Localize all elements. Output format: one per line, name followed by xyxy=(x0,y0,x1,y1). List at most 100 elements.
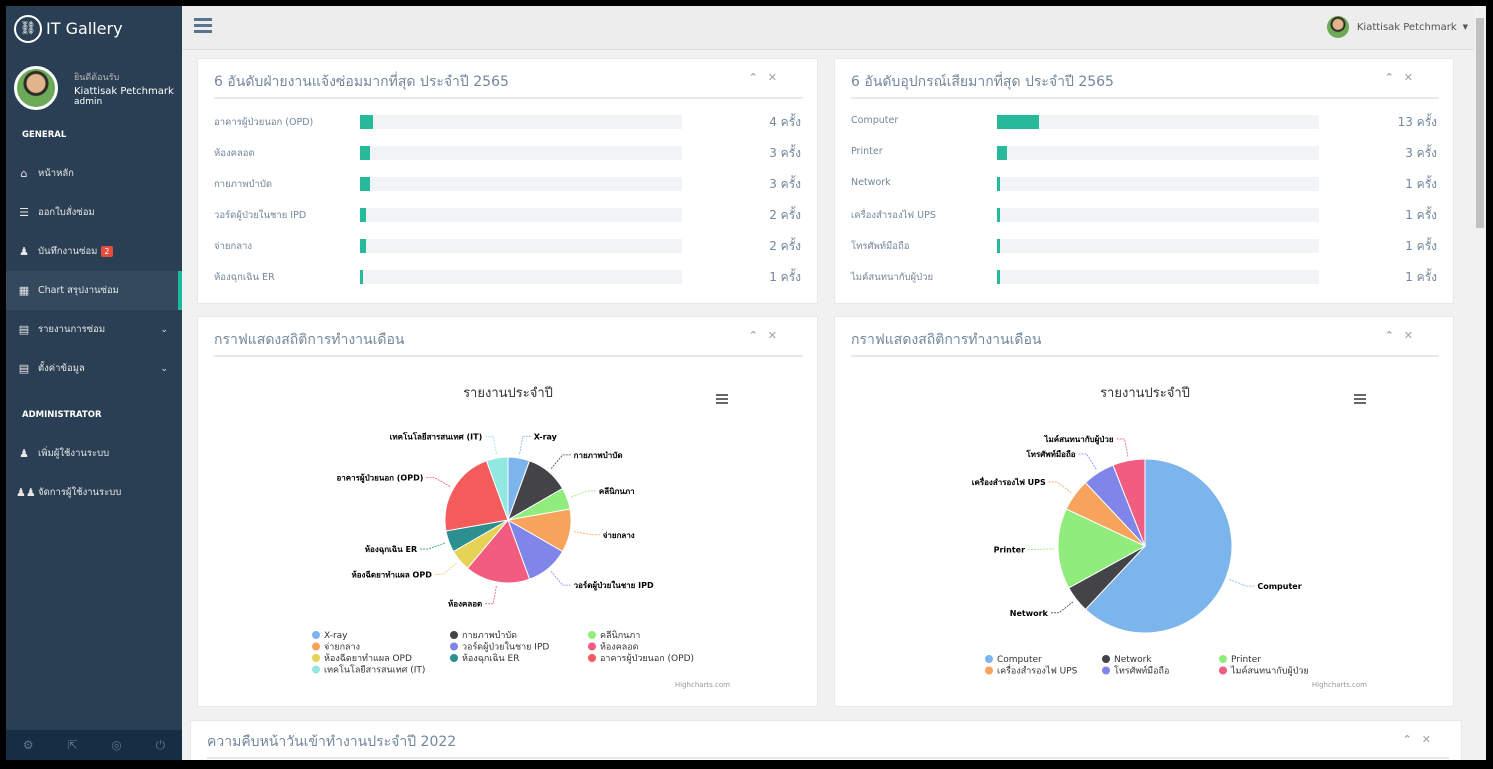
data-label: โทรศัพท์มือถือ xyxy=(1025,449,1075,459)
legend-item[interactable]: Computer xyxy=(985,655,1042,665)
legend-item[interactable]: เทคโนโลยีสารสนเทศ (IT) xyxy=(312,665,425,676)
sidebar-item-label: จัดการผู้ใช้งานระบบ xyxy=(38,487,122,498)
legend-label: ห้องคลอด xyxy=(600,642,639,653)
collapse-chevron-up-icon[interactable]: ⌃ xyxy=(1384,329,1394,342)
legend-item[interactable]: ห้องฉีดยาทำแผล OPD xyxy=(312,653,412,664)
progress-track xyxy=(360,146,682,160)
close-icon[interactable]: ✕ xyxy=(767,329,777,342)
data-label: ห้องคลอด xyxy=(448,599,482,609)
legend-item[interactable]: โทรศัพท์มือถือ xyxy=(1102,665,1169,677)
legend-label: เครื่องสำรองไฟ UPS xyxy=(997,664,1078,677)
collapse-chevron-up-icon[interactable]: ⌃ xyxy=(748,329,758,342)
collapse-chevron-up-icon[interactable]: ⌃ xyxy=(1384,71,1394,84)
data-label-connector xyxy=(1116,438,1129,457)
progress-row: Computer 13 ครั้ง xyxy=(851,113,1437,131)
sidebar-item-chart-summary[interactable]: ▦ Chart สรุปงานซ่อม xyxy=(6,271,182,310)
legend-item[interactable]: วอร์ดผู้ป่วยในชาย IPD xyxy=(450,641,549,653)
progress-value: 1 ครั้ง xyxy=(1405,270,1437,284)
pie-slice[interactable] xyxy=(1084,458,1233,634)
chevron-down-icon: ⌄ xyxy=(160,324,168,335)
legend-label: Network xyxy=(1114,655,1152,665)
menu-toggle-icon[interactable] xyxy=(194,18,212,33)
sidebar-item-repair-order[interactable]: ☰ ออกใบสั่งซ่อม xyxy=(6,193,182,232)
data-label: ห้องฉีดยาทำแผล OPD xyxy=(351,570,432,580)
legend-label: ห้องฉีดยาทำแผล OPD xyxy=(324,653,412,664)
sidebar-item-settings[interactable]: ▤ ตั้งค่าข้อมูล ⌄ xyxy=(6,349,182,388)
scrollbar-thumb[interactable] xyxy=(1476,18,1484,228)
data-label: เครื่องสำรองไฟ UPS xyxy=(972,476,1046,487)
sidebar-item-home[interactable]: ⌂ หน้าหลัก xyxy=(6,154,182,193)
eye-slash-icon[interactable]: ◎ xyxy=(111,738,122,752)
collapse-chevron-up-icon[interactable]: ⌃ xyxy=(748,71,758,84)
panel-tools: ⌃ ✕ xyxy=(749,71,777,84)
chart-menu-icon[interactable] xyxy=(716,394,728,404)
legend-item[interactable]: อาคารผู้ป่วยนอก (OPD) xyxy=(588,653,694,664)
section-general: GENERAL xyxy=(22,130,67,140)
close-icon[interactable]: ✕ xyxy=(1421,733,1431,746)
close-icon[interactable]: ✕ xyxy=(1403,71,1413,84)
progress-label: โทรศัพท์มือถือ xyxy=(851,241,910,252)
legend-item[interactable]: จ่ายกลาง xyxy=(312,642,360,653)
close-icon[interactable]: ✕ xyxy=(767,71,777,84)
data-label: ไมค์สนทนากับผู้ป่วย xyxy=(1043,434,1113,445)
legend-item[interactable]: Network xyxy=(1102,655,1152,665)
app-window: ⛓ IT Gallery ยินดีต้อนรับ Kiattisak Petc… xyxy=(6,6,1486,760)
legend-item[interactable]: กายภาพบำบัด xyxy=(450,630,517,641)
sidebar-item-repair-report[interactable]: ▤ รายงานการซ่อม ⌄ xyxy=(6,310,182,349)
chevron-down-icon: ⌄ xyxy=(160,363,168,374)
chart-credit[interactable]: Highcharts.com xyxy=(675,681,730,689)
user-name: Kiattisak Petchmark xyxy=(1356,21,1457,33)
progress-label: ไมค์สนทนากับผู้ป่วย xyxy=(851,272,934,283)
data-label: Network xyxy=(1010,609,1049,618)
page-scrollbar[interactable] xyxy=(1474,6,1486,760)
progress-track xyxy=(360,115,682,129)
data-label: ห้องฉุกเฉิน ER xyxy=(365,544,417,555)
sidebar-item-label: เพิ่มผู้ใช้งานระบบ xyxy=(38,448,110,459)
legend-marker xyxy=(1102,655,1110,663)
data-label: วอร์ดผู้ป่วยในชาย IPD xyxy=(574,580,654,591)
legend-marker xyxy=(450,654,458,662)
chart-title: รายงานประจำปี xyxy=(463,385,553,401)
collapse-chevron-up-icon[interactable]: ⌃ xyxy=(1402,733,1412,746)
progress-fill xyxy=(360,146,370,160)
pie-slice[interactable] xyxy=(1112,458,1146,547)
data-label-connector xyxy=(434,562,457,576)
legend-item[interactable]: X-ray xyxy=(312,631,348,641)
fullscreen-icon[interactable]: ⇱ xyxy=(67,738,78,752)
document-icon: ▤ xyxy=(18,362,30,375)
chart-menu-icon[interactable] xyxy=(1354,394,1366,404)
progress-row: ห้องคลอด 3 ครั้ง xyxy=(214,144,801,162)
power-icon[interactable]: ⏻ xyxy=(155,737,166,752)
legend-item[interactable]: ห้องฉุกเฉิน ER xyxy=(450,653,519,664)
sidebar-item-add-user[interactable]: ♟ เพิ่มผู้ใช้งานระบบ xyxy=(6,434,182,473)
data-label: X-ray xyxy=(534,432,558,441)
close-icon[interactable]: ✕ xyxy=(1403,329,1413,342)
legend-label: ไมค์สนทนากับผู้ป่วย xyxy=(1230,665,1309,677)
user-menu[interactable]: Kiattisak Petchmark ▼ xyxy=(1326,16,1468,38)
legend-item[interactable]: คลีนิกนภา xyxy=(588,630,640,641)
legend-label: X-ray xyxy=(324,631,348,641)
sidebar-item-manage-users[interactable]: ♟♟ จัดการผู้ใช้งานระบบ xyxy=(6,473,182,512)
legend-item[interactable]: Printer xyxy=(1219,655,1261,665)
pie-slice[interactable] xyxy=(485,456,509,521)
sidebar-item-repair-log[interactable]: ♟ บันทึกงานซ่อม 2 xyxy=(6,232,182,271)
legend-item[interactable]: ไมค์สนทนากับผู้ป่วย xyxy=(1219,665,1309,677)
progress-label: อาคารผู้ป่วยนอก (OPD) xyxy=(214,117,314,128)
progress-row: อาคารผู้ป่วยนอก (OPD) 4 ครั้ง xyxy=(214,113,801,131)
data-label: กายภาพบำบัด xyxy=(574,451,623,460)
legend-item[interactable]: เครื่องสำรองไฟ UPS xyxy=(985,664,1078,677)
brand[interactable]: ⛓ IT Gallery xyxy=(6,6,182,52)
avatar xyxy=(1326,16,1349,38)
profile: ยินดีต้อนรับ Kiattisak Petchmark admin xyxy=(6,52,182,120)
progress-value: 2 ครั้ง xyxy=(769,208,801,222)
legend-marker xyxy=(985,666,993,675)
chart-credit[interactable]: Highcharts.com xyxy=(1312,681,1367,689)
settings-gear-icon[interactable]: ⚙ xyxy=(22,738,34,752)
pie-slice[interactable] xyxy=(444,460,509,532)
pie-slice[interactable] xyxy=(466,519,531,584)
legend-item[interactable]: ห้องคลอด xyxy=(588,642,639,653)
progress-value: 1 ครั้ง xyxy=(769,270,801,284)
pie-slice[interactable] xyxy=(1057,508,1147,589)
legend-marker xyxy=(985,655,993,663)
profile-name: Kiattisak Petchmark xyxy=(74,85,174,97)
